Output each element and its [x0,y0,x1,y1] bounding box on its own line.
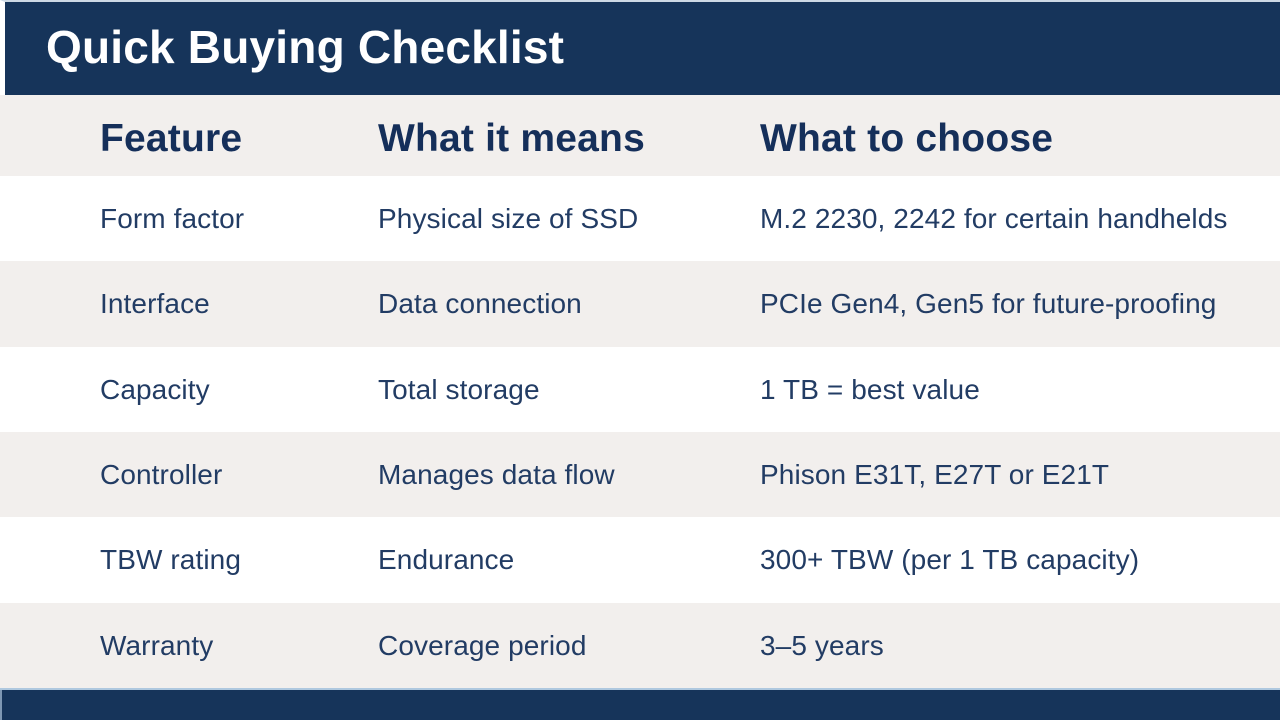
table-row: Warranty Coverage period 3–5 years [0,602,1280,688]
table-header-row: Feature What it means What to choose [0,95,1280,176]
column-header-meaning: What it means [378,117,645,160]
meaning-cell: Manages data flow [378,458,615,490]
meaning-cell: Endurance [378,544,515,576]
choice-cell: M.2 2230, 2242 for certain handhelds [760,202,1228,234]
choice-cell: Phison E31T, E27T or E21T [760,458,1110,490]
footer-separator [0,688,1280,690]
feature-cell: Warranty [100,629,214,661]
column-header-feature: Feature [100,117,243,160]
title-bar: Quick Buying Checklist [0,0,1280,95]
choice-cell: 1 TB = best value [760,373,980,405]
feature-cell: TBW rating [100,544,242,576]
meaning-cell: Data connection [378,288,582,320]
feature-cell: Capacity [100,373,210,405]
table-row: Capacity Total storage 1 TB = best value [0,346,1280,432]
page-title: Quick Buying Checklist [46,20,565,73]
feature-cell: Interface [100,288,210,320]
choice-cell: PCIe Gen4, Gen5 for future-proofing [760,288,1217,320]
table-body: Form factor Physical size of SSD M.2 223… [0,176,1280,688]
table-row: Form factor Physical size of SSD M.2 223… [0,176,1280,262]
table-row: Controller Manages data flow Phison E31T… [0,431,1280,518]
column-header-choice: What to choose [760,117,1054,160]
meaning-cell: Physical size of SSD [378,202,639,234]
meaning-cell: Total storage [378,373,540,405]
meaning-cell: Coverage period [378,629,587,661]
choice-cell: 3–5 years [760,629,884,661]
table-row: Interface Data connection PCIe Gen4, Gen… [0,261,1280,347]
feature-cell: Controller [100,458,223,490]
table-row: TBW rating Endurance 300+ TBW (per 1 TB … [0,517,1280,603]
footer-bar [0,690,1280,720]
feature-cell: Form factor [100,202,245,234]
choice-cell: 300+ TBW (per 1 TB capacity) [760,544,1140,576]
